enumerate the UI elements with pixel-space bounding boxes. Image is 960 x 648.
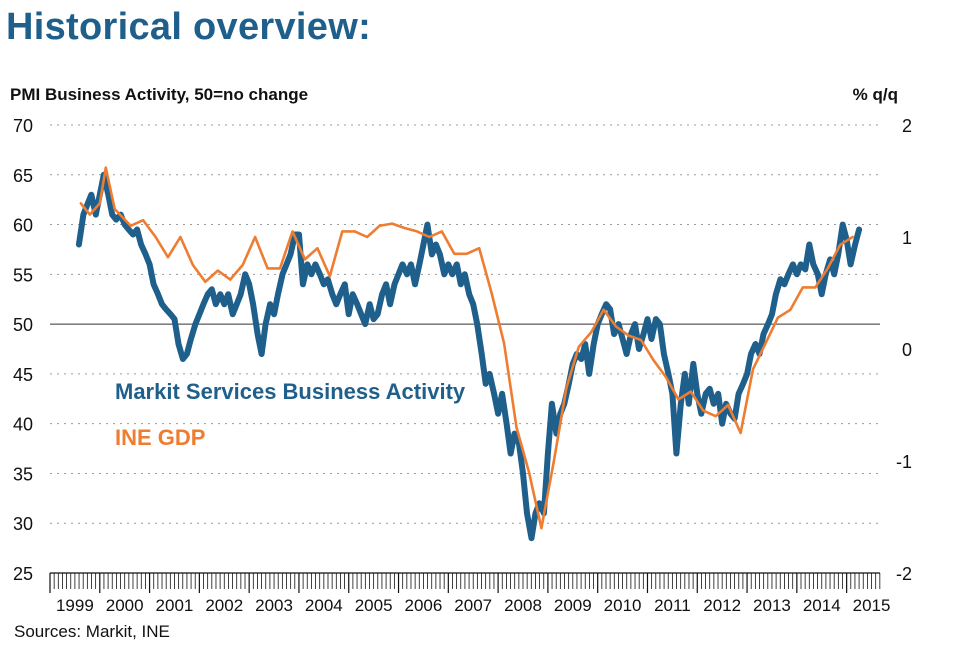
x-tick-label: 2013 <box>753 596 791 615</box>
left-axis-label: PMI Business Activity, 50=no change <box>10 85 308 104</box>
right-tick-label: 2 <box>902 116 912 136</box>
series-line-markit-services <box>75 171 863 542</box>
left-tick-label: 40 <box>13 415 33 435</box>
x-tick-label: 1999 <box>56 596 94 615</box>
right-tick-label: 1 <box>902 228 912 248</box>
x-axis: 1999 2000 2001 2002 2003 2004 2005 2006 2007 2008… <box>49 572 891 615</box>
page-title: Historical overview: <box>6 6 372 48</box>
x-tick-label: 2007 <box>454 596 492 615</box>
right-axis-label: % q/q <box>853 85 898 104</box>
right-tick-label: 0 <box>902 340 912 360</box>
left-tick-label: 70 <box>13 116 33 136</box>
annotation-ine-gdp: INE GDP <box>115 425 205 450</box>
x-tick-label: 2015 <box>853 596 891 615</box>
left-tick-label: 35 <box>13 464 33 484</box>
right-tick-label: -1 <box>896 452 912 472</box>
x-tick-label: 2006 <box>405 596 443 615</box>
left-tick-label: 45 <box>13 365 33 385</box>
left-tick-label: 55 <box>13 265 33 285</box>
left-tick-label: 25 <box>13 564 33 584</box>
left-tick-label: 50 <box>13 315 33 335</box>
right-tick-label: -2 <box>896 564 912 584</box>
x-tick-label: 2003 <box>255 596 293 615</box>
x-tick-label: 2008 <box>504 596 542 615</box>
x-tick-label: 2009 <box>554 596 592 615</box>
x-tick-label: 2001 <box>156 596 194 615</box>
x-tick-label: 2014 <box>803 596 841 615</box>
source-note: Sources: Markit, INE <box>14 622 170 641</box>
series-layer <box>75 166 863 542</box>
x-tick-label: 2004 <box>305 596 343 615</box>
x-tick-label: 2002 <box>205 596 243 615</box>
x-tick-label: 2010 <box>604 596 642 615</box>
x-tick-label: 2000 <box>106 596 144 615</box>
series-line-ine-gdp <box>79 166 854 530</box>
x-tick-label: 2012 <box>703 596 741 615</box>
annotation-markit-services: Markit Services Business Activity <box>115 379 466 404</box>
right-axis-ticks: 2 1 0 -1 -2 <box>896 116 912 584</box>
left-tick-label: 65 <box>13 166 33 186</box>
left-tick-label: 30 <box>13 514 33 534</box>
x-tick-label: 2011 <box>654 596 691 615</box>
left-tick-label: 60 <box>13 216 33 236</box>
left-axis-ticks: 70 65 60 55 50 45 40 35 30 25 <box>13 116 33 584</box>
x-tick-label: 2005 <box>355 596 393 615</box>
